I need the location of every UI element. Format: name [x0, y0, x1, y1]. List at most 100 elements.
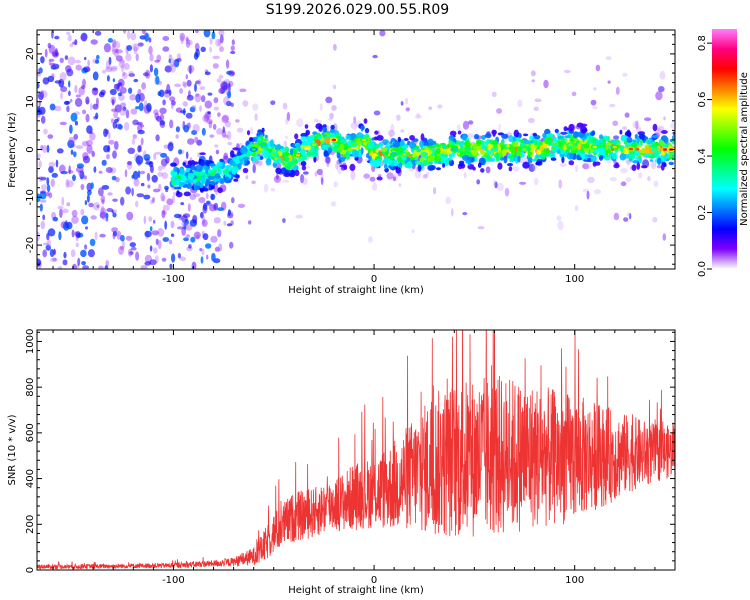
noise-blob: [154, 151, 162, 155]
noise-blob: [85, 226, 88, 230]
noise-blob: [80, 183, 85, 191]
noise-blob: [92, 71, 99, 81]
snr-ytick-label: 600: [25, 423, 36, 442]
signal-peak: [361, 138, 367, 142]
noise-blob: [157, 171, 164, 177]
noise-blob: [185, 39, 191, 48]
noise-blob: [139, 35, 147, 40]
noise-blob: [411, 229, 415, 233]
noise-blob: [143, 72, 149, 77]
noise-blob: [519, 181, 527, 185]
signal-blob: [460, 145, 465, 151]
noise-blob: [46, 239, 52, 248]
snr-xlabel: Height of straight line (km): [288, 585, 424, 596]
signal-blob: [523, 139, 531, 145]
noise-blob: [46, 144, 50, 153]
noise-blob: [169, 64, 176, 73]
noise-blob: [67, 56, 76, 66]
signal-blob: [516, 151, 522, 158]
signal-blob: [480, 145, 487, 150]
noise-blob: [180, 35, 184, 45]
noise-blob: [37, 82, 40, 89]
noise-blob: [372, 182, 378, 191]
signal-blob: [220, 178, 224, 183]
noise-blob: [65, 65, 72, 73]
noise-blob: [159, 107, 167, 115]
noise-blob: [105, 129, 110, 135]
noise-blob: [632, 121, 638, 129]
noise-blob: [662, 233, 667, 241]
noise-blob: [132, 170, 139, 180]
signal-blob: [385, 143, 390, 150]
noise-blob: [193, 137, 199, 143]
noise-blob: [593, 189, 602, 195]
noise-blob: [52, 257, 57, 262]
noise-blob: [48, 192, 53, 199]
noise-blob: [176, 226, 185, 230]
signal-blob: [344, 146, 348, 151]
noise-blob: [80, 34, 87, 41]
noise-blob: [254, 113, 258, 121]
noise-blob: [398, 183, 402, 187]
noise-blob: [188, 244, 192, 249]
signal-blob: [563, 143, 567, 151]
signal-blob: [503, 155, 508, 164]
noise-blob: [149, 53, 154, 62]
noise-blob: [350, 122, 358, 130]
noise-blob: [350, 170, 356, 181]
noise-blob: [79, 170, 85, 180]
noise-blob: [316, 168, 323, 176]
signal-blob: [242, 167, 249, 174]
noise-blob: [656, 165, 663, 169]
noise-blob: [132, 134, 138, 139]
signal-blob: [363, 118, 368, 124]
noise-blob: [93, 166, 97, 173]
noise-blob: [215, 191, 218, 195]
noise-blob: [106, 208, 114, 212]
noise-blob: [534, 98, 542, 103]
signal-blob: [182, 162, 186, 166]
noise-blob: [227, 209, 231, 216]
signal-blob: [620, 135, 625, 142]
noise-blob: [112, 39, 117, 48]
noise-blob: [372, 54, 378, 59]
noise-blob: [543, 79, 549, 89]
noise-blob: [175, 134, 179, 139]
signal-blob: [444, 159, 450, 164]
noise-blob: [209, 46, 213, 53]
noise-blob: [112, 40, 121, 50]
noise-blob: [230, 50, 236, 55]
signal-blob: [393, 140, 400, 148]
noise-blob: [207, 92, 213, 96]
noise-blob: [201, 95, 206, 103]
noise-blob: [76, 166, 84, 173]
noise-blob: [400, 129, 405, 133]
noise-blob: [112, 198, 118, 202]
signal-blob: [619, 153, 627, 161]
signal-blob: [624, 131, 632, 137]
signal-peak: [452, 148, 457, 151]
noise-blob: [145, 158, 150, 163]
noise-blob: [416, 112, 421, 118]
noise-blob: [258, 160, 263, 166]
noise-blob: [333, 43, 337, 51]
noise-blob: [329, 112, 334, 119]
noise-blob: [194, 93, 202, 103]
noise-blob: [118, 124, 123, 130]
noise-blob: [38, 160, 42, 169]
noise-blob: [201, 248, 205, 256]
signal-blob: [422, 159, 428, 167]
noise-blob: [161, 172, 168, 180]
noise-blob: [185, 151, 189, 159]
noise-blob: [199, 86, 206, 91]
noise-blob: [217, 39, 221, 46]
signal-blob: [399, 162, 403, 170]
signal-blob: [436, 167, 441, 171]
noise-blob: [98, 265, 104, 269]
noise-blob: [587, 176, 595, 184]
noise-blob: [67, 34, 72, 42]
noise-blob: [119, 245, 125, 251]
noise-blob: [612, 120, 619, 127]
noise-blob: [196, 139, 203, 146]
